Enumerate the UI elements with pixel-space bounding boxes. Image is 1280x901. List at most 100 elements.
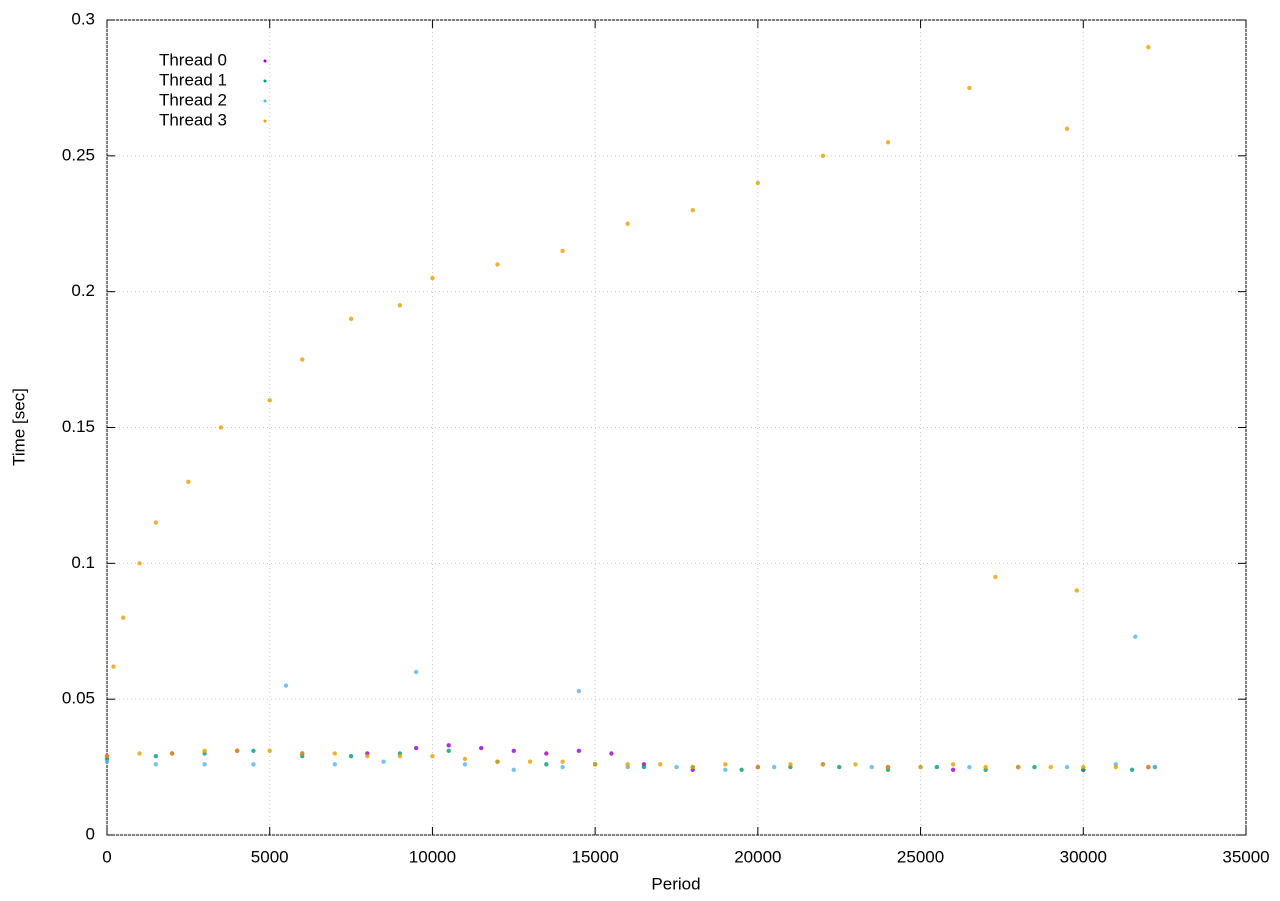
x-tick-label: 30000 <box>1060 847 1107 866</box>
point <box>950 762 956 767</box>
point <box>755 764 761 770</box>
point <box>771 764 777 770</box>
y-tick-label: 0.15 <box>62 417 95 436</box>
point <box>479 745 484 751</box>
point <box>1152 764 1158 770</box>
legend-marker <box>263 119 267 123</box>
point <box>186 479 191 485</box>
point <box>446 748 451 753</box>
legend-label: Thread 2 <box>159 90 227 109</box>
point <box>560 759 565 764</box>
point <box>853 762 858 767</box>
x-axis-label: Period <box>651 874 700 893</box>
point <box>690 207 695 213</box>
point <box>446 743 451 748</box>
point <box>153 762 159 767</box>
point <box>560 764 565 770</box>
x-tick-label: 10000 <box>409 847 456 866</box>
point <box>267 398 272 403</box>
x-tick-label: 25000 <box>897 847 944 866</box>
point <box>169 751 175 756</box>
point <box>430 754 435 759</box>
x-tick-label: 15000 <box>572 847 619 866</box>
point <box>413 669 419 675</box>
point <box>544 762 549 767</box>
point <box>993 574 998 580</box>
point <box>462 762 468 767</box>
point <box>1146 44 1151 50</box>
point <box>332 751 337 756</box>
point <box>202 762 207 767</box>
point <box>658 762 663 767</box>
point <box>723 767 728 772</box>
point <box>1081 764 1086 770</box>
point <box>202 748 207 753</box>
legend-marker <box>263 79 267 83</box>
point <box>234 748 240 753</box>
point <box>544 751 549 756</box>
point <box>690 764 695 770</box>
point <box>723 762 728 767</box>
point <box>397 303 403 308</box>
point <box>527 759 533 764</box>
y-axis-label: Time [sec] <box>9 388 28 466</box>
point <box>153 754 159 759</box>
point <box>1074 588 1079 593</box>
point <box>332 762 337 767</box>
point <box>885 764 891 770</box>
point <box>918 764 923 770</box>
point <box>967 85 972 91</box>
point <box>267 748 272 753</box>
point <box>300 357 305 362</box>
legend-marker <box>263 59 267 63</box>
point <box>300 751 305 756</box>
point <box>788 762 793 767</box>
point <box>1129 767 1135 772</box>
point <box>755 180 761 186</box>
point <box>1064 764 1070 770</box>
point <box>837 764 842 770</box>
point <box>511 767 516 772</box>
point <box>1032 764 1037 770</box>
point <box>560 248 565 254</box>
point <box>495 262 500 267</box>
point <box>576 748 582 753</box>
point <box>625 221 630 226</box>
point <box>885 140 891 145</box>
point <box>218 425 224 430</box>
point <box>495 759 500 764</box>
legend-label: Thread 1 <box>159 70 227 89</box>
point <box>462 756 468 762</box>
point <box>104 759 110 764</box>
point <box>739 767 744 772</box>
y-tick-label: 0.2 <box>71 281 95 300</box>
point <box>348 754 354 759</box>
x-tick-label: 35000 <box>1222 847 1269 866</box>
point <box>625 762 630 767</box>
x-tick-label: 20000 <box>734 847 781 866</box>
x-tick-label: 5000 <box>251 847 289 866</box>
point <box>1113 764 1119 770</box>
y-tick-label: 0.25 <box>62 145 95 164</box>
y-tick-label: 0.3 <box>71 9 95 28</box>
point <box>283 683 289 688</box>
y-tick-label: 0.1 <box>71 553 95 572</box>
point <box>950 767 956 772</box>
point <box>576 688 582 694</box>
point <box>511 748 516 753</box>
point <box>641 764 647 770</box>
point <box>365 754 370 759</box>
legend-marker <box>263 99 267 103</box>
x-tick-label: 0 <box>102 847 111 866</box>
point <box>348 316 354 322</box>
point <box>1146 764 1151 770</box>
point <box>381 759 386 764</box>
y-tick-label: 0 <box>86 824 95 843</box>
point <box>121 615 126 620</box>
legend-label: Thread 3 <box>159 110 227 129</box>
point <box>609 751 614 756</box>
point <box>592 762 598 767</box>
point <box>104 754 110 759</box>
point <box>934 764 940 770</box>
